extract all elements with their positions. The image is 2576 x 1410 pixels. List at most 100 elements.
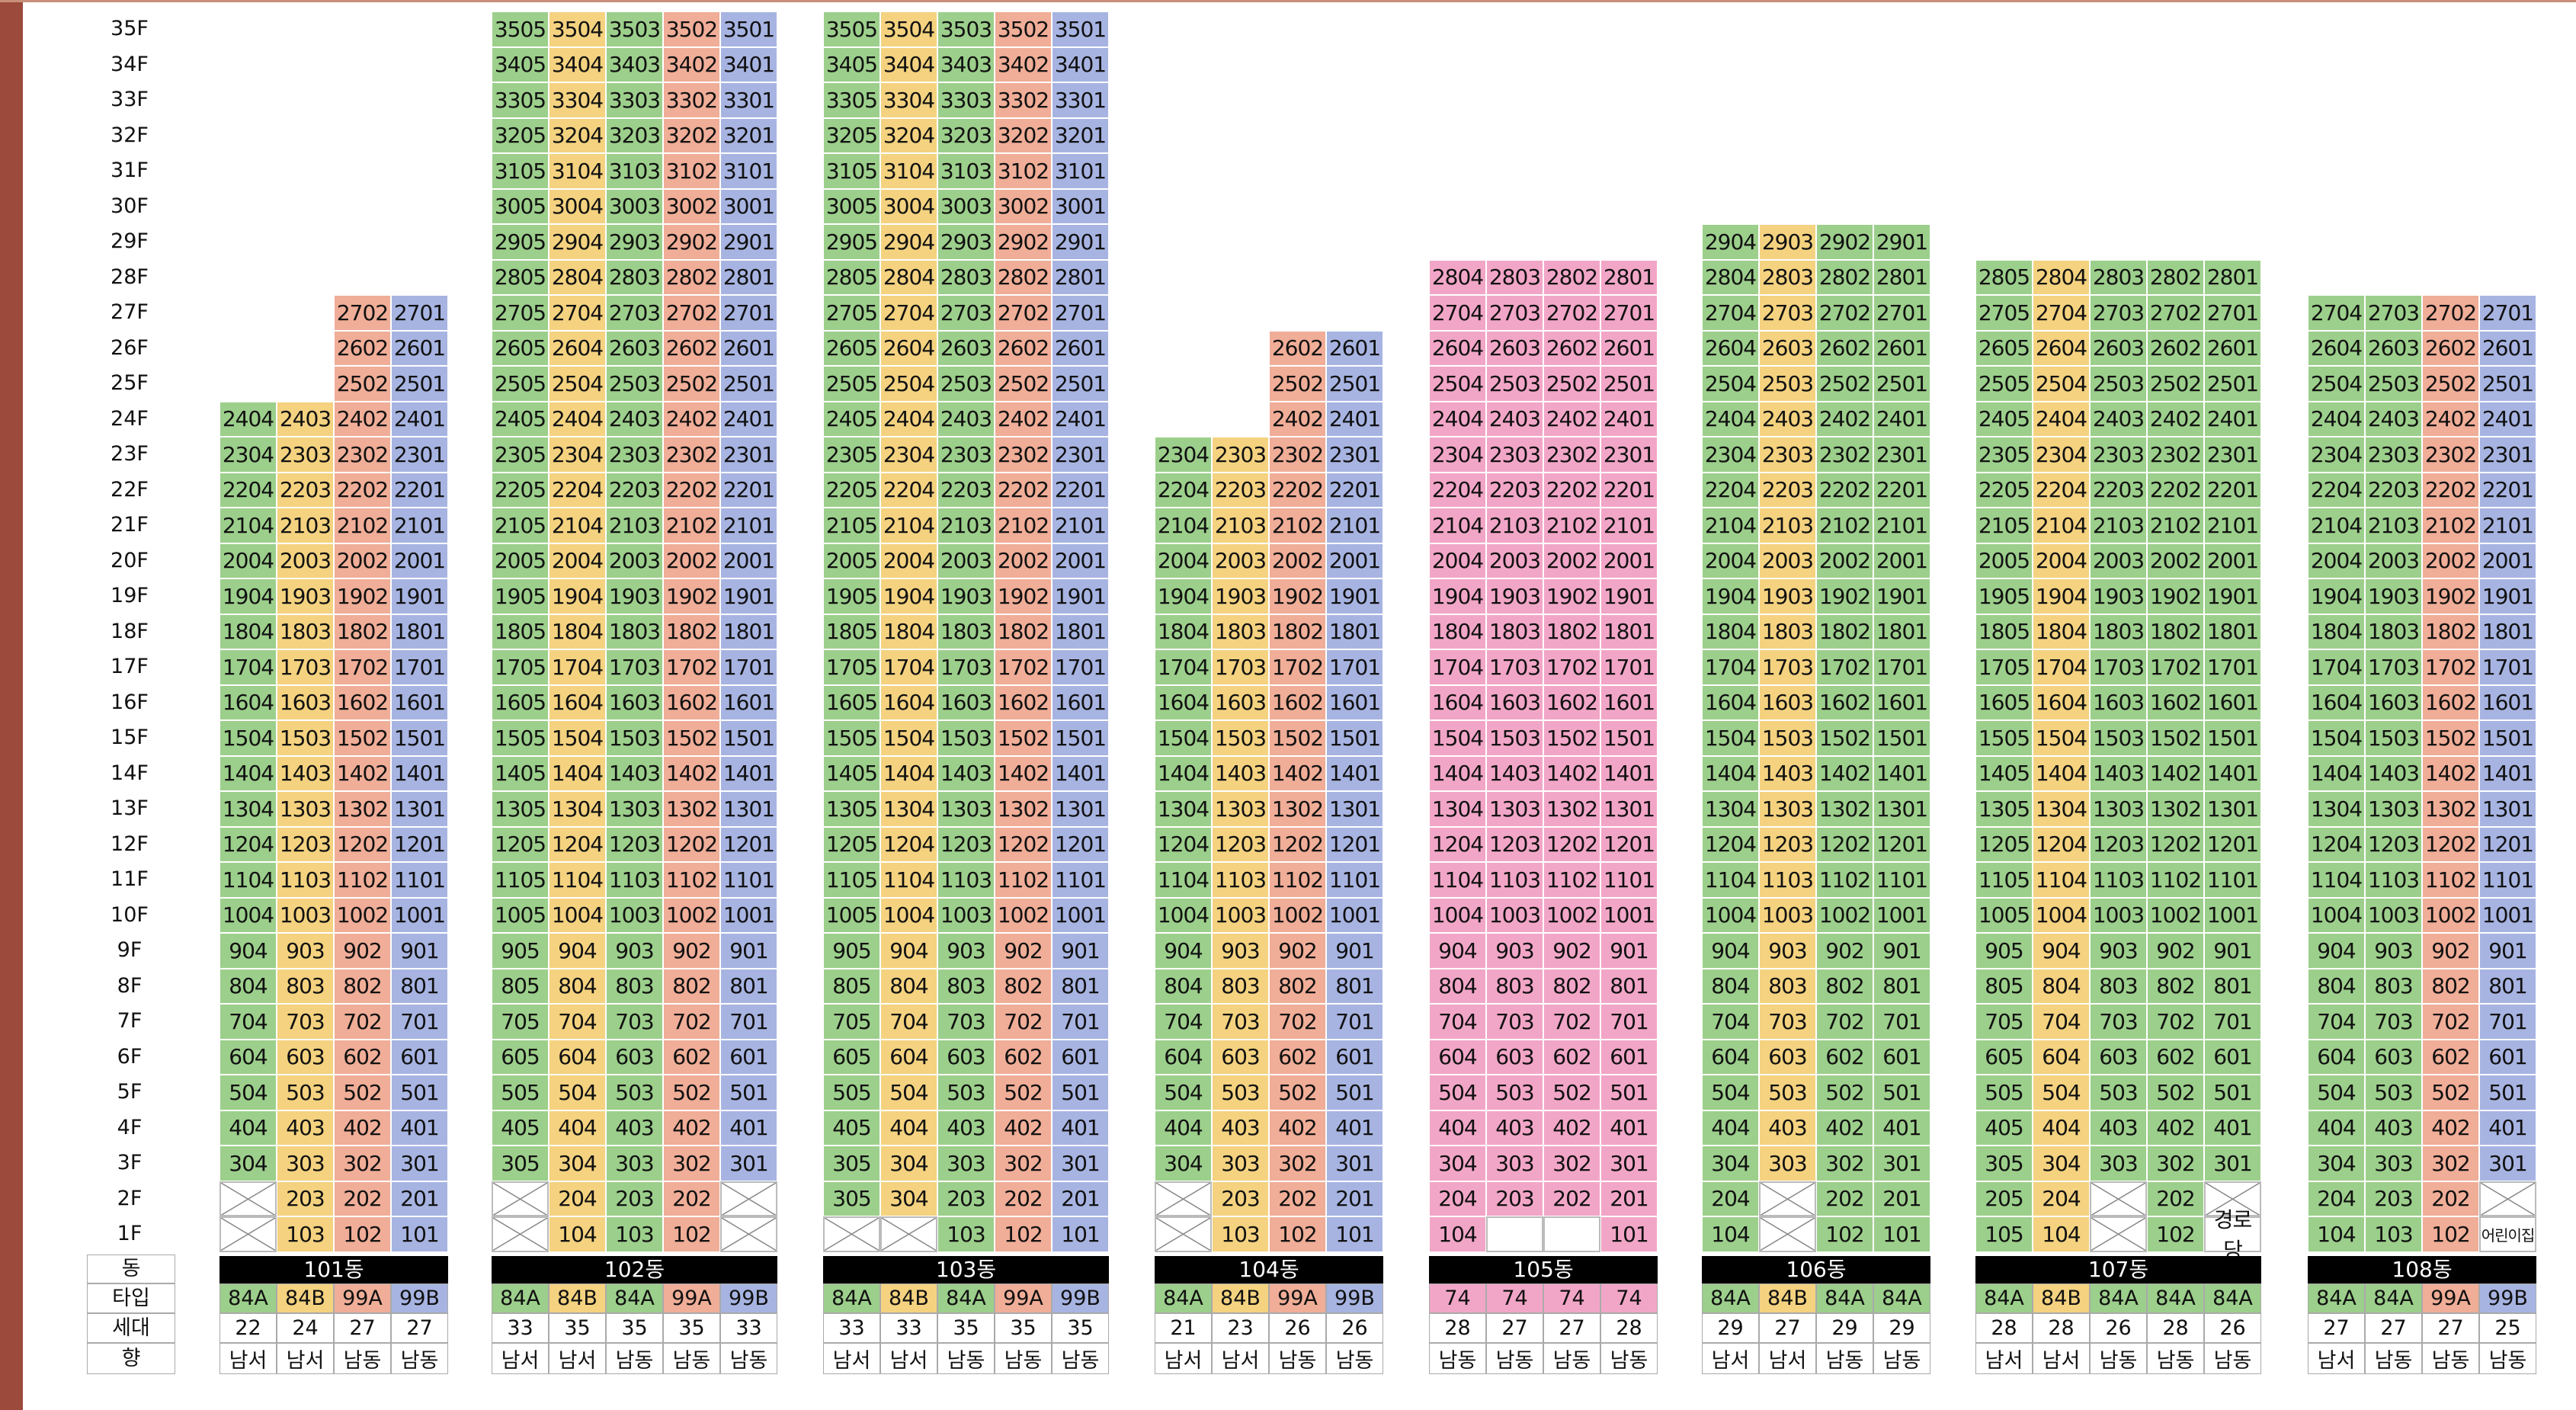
unit-cell: 2802 <box>2147 259 2204 295</box>
type-cell: 99B <box>1052 1283 1109 1313</box>
direction-cell: 남동 <box>2204 1343 2261 1374</box>
unit-cell: 104 <box>549 1216 606 1252</box>
direction-cell: 남동 <box>2479 1343 2536 1374</box>
unit-cell: 1102 <box>1269 862 1326 898</box>
unit-cell: 2602 <box>663 330 720 366</box>
unit-cell: 301 <box>2479 1146 2536 1181</box>
unit-cell: 2502 <box>2147 366 2204 402</box>
households-cell: 33 <box>720 1313 777 1343</box>
unit-cell: 402 <box>334 1110 391 1146</box>
unit-cell: 901 <box>391 933 448 969</box>
unit-cell: 1604 <box>549 684 606 720</box>
unit-cell: 702 <box>1269 1004 1326 1040</box>
unit-cell: 2304 <box>880 437 937 473</box>
empty-unit-cell <box>823 1216 880 1252</box>
unit-cell: 2702 <box>334 295 391 331</box>
unit-cell: 1503 <box>606 720 663 756</box>
unit-cell: 701 <box>1873 1004 1930 1040</box>
unit-cell: 1703 <box>277 649 334 685</box>
unit-cell: 2904 <box>880 224 937 260</box>
unit-cell: 1202 <box>995 826 1052 862</box>
unit-cell: 1701 <box>720 649 777 685</box>
unit-cell: 1903 <box>1486 578 1543 614</box>
unit-cell: 304 <box>1702 1146 1759 1181</box>
unit-cell: 2605 <box>492 330 549 366</box>
households-cell: 27 <box>334 1313 391 1343</box>
unit-cell: 305 <box>1975 1146 2033 1181</box>
unit-cell: 1301 <box>391 791 448 827</box>
floor-label: 33F <box>111 88 149 111</box>
unit-cell: 2202 <box>1816 472 1873 508</box>
unit-cell: 304 <box>549 1146 606 1181</box>
unit-cell: 303 <box>1759 1146 1816 1181</box>
unit-cell: 1803 <box>606 614 663 649</box>
unit-cell: 103 <box>277 1216 334 1252</box>
unit-cell: 2404 <box>2033 401 2090 437</box>
unit-cell: 904 <box>880 933 937 969</box>
unit-cell: 101 <box>1600 1216 1658 1252</box>
unit-cell: 303 <box>1212 1146 1269 1181</box>
unit-cell: 1803 <box>2090 614 2147 649</box>
unit-cell: 2604 <box>549 330 606 366</box>
unit-cell: 1502 <box>334 720 391 756</box>
unit-cell: 1202 <box>1543 826 1600 862</box>
unit-cell: 2402 <box>1543 401 1600 437</box>
unit-cell: 101 <box>1326 1216 1383 1252</box>
unit-cell: 404 <box>549 1110 606 1146</box>
unit-cell: 3102 <box>995 153 1052 189</box>
unit-cell: 1104 <box>1155 862 1212 898</box>
direction-cell: 남서 <box>277 1343 334 1374</box>
unit-cell: 1705 <box>1975 649 2033 685</box>
direction-row-label: 향 <box>87 1343 175 1374</box>
unit-cell: 1203 <box>2365 826 2422 862</box>
unit-cell: 2503 <box>937 366 995 402</box>
type-cell: 84A <box>2204 1283 2261 1313</box>
unit-cell: 2001 <box>391 543 448 578</box>
unit-cell: 2502 <box>663 366 720 402</box>
direction-cell: 남서 <box>1975 1343 2033 1374</box>
unit-cell: 3204 <box>549 117 606 153</box>
unit-cell: 1305 <box>1975 791 2033 827</box>
unit-cell: 1701 <box>1873 649 1930 685</box>
unit-cell: 3301 <box>720 82 777 118</box>
unit-cell: 2303 <box>1759 437 1816 473</box>
unit-cell: 2501 <box>1326 366 1383 402</box>
unit-cell: 2004 <box>2033 543 2090 578</box>
unit-cell: 1903 <box>2365 578 2422 614</box>
unit-cell: 1603 <box>1212 684 1269 720</box>
unit-cell: 1402 <box>995 755 1052 791</box>
unit-cell: 1402 <box>663 755 720 791</box>
unit-cell: 1601 <box>1873 684 1930 720</box>
unit-cell: 2003 <box>606 543 663 578</box>
unit-cell: 1304 <box>219 791 277 827</box>
type-cell: 84A <box>1155 1283 1212 1313</box>
unit-cell: 2402 <box>2147 401 2204 437</box>
unit-cell: 1305 <box>492 791 549 827</box>
floor-label: 26F <box>111 335 149 360</box>
unit-cell: 3503 <box>937 11 995 47</box>
unit-cell: 3101 <box>1052 153 1109 189</box>
unit-cell: 1902 <box>1269 578 1326 614</box>
unit-cell: 1505 <box>1975 720 2033 756</box>
unit-cell: 601 <box>2204 1039 2261 1075</box>
unit-cell: 1104 <box>2033 862 2090 898</box>
unit-cell: 1103 <box>1759 862 1816 898</box>
unit-cell: 2701 <box>1052 295 1109 331</box>
unit-cell: 1803 <box>1212 614 1269 649</box>
unit-cell: 1502 <box>1269 720 1326 756</box>
unit-cell: 2004 <box>880 543 937 578</box>
unit-cell: 2501 <box>2204 366 2261 402</box>
type-cell: 99B <box>2479 1283 2536 1313</box>
floor-label: 16F <box>111 690 149 714</box>
unit-cell: 2402 <box>2422 401 2479 437</box>
unit-cell: 404 <box>880 1110 937 1146</box>
unit-cell: 2005 <box>492 543 549 578</box>
unit-cell: 1802 <box>995 614 1052 649</box>
unit-cell: 1204 <box>2033 826 2090 862</box>
unit-cell: 2104 <box>1155 508 1212 543</box>
unit-cell: 1002 <box>2422 897 2479 933</box>
unit-cell: 2403 <box>606 401 663 437</box>
unit-cell: 1204 <box>1702 826 1759 862</box>
unit-cell: 604 <box>1155 1039 1212 1075</box>
unit-cell: 2104 <box>2308 508 2365 543</box>
